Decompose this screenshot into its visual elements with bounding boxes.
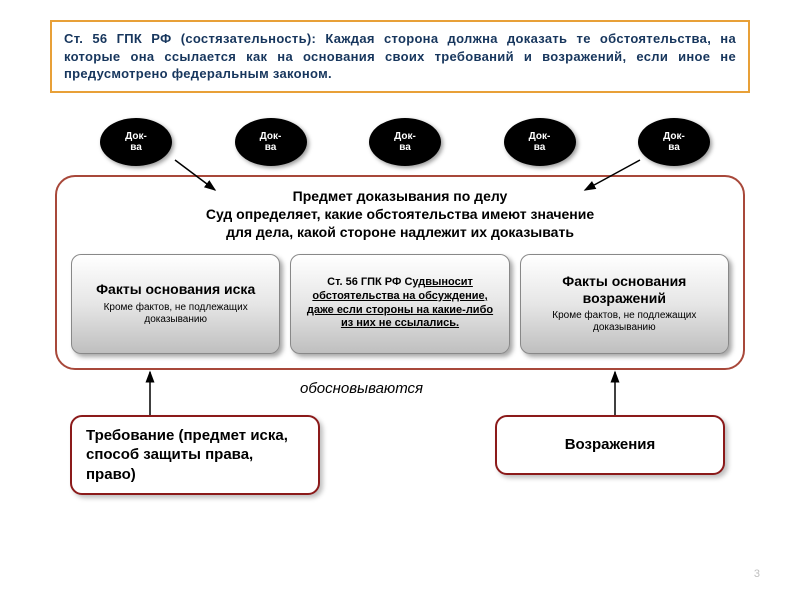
evidence-label: Док-ва xyxy=(529,131,551,153)
claim-box-text: Требование (предмет иска, способ защиты … xyxy=(86,426,304,485)
evidence-label: Док-ва xyxy=(394,131,416,153)
claim-box: Требование (предмет иска, способ защиты … xyxy=(70,415,320,495)
frame-title-line: Суд определяет, какие обстоятельства име… xyxy=(206,206,594,222)
court-duty-text: Ст. 56 ГПК РФ Суд выносит обстоятельства… xyxy=(299,276,500,331)
evidence-ellipse: Док-ва xyxy=(638,118,710,166)
objection-facts-box: Факты основания возражений Кроме фактов,… xyxy=(520,254,729,354)
frame-title: Предмет доказывания по делу Суд определя… xyxy=(71,187,729,242)
evidence-label: Док-ва xyxy=(663,131,685,153)
evidence-label: Док-ва xyxy=(260,131,282,153)
evidence-ellipse: Док-ва xyxy=(504,118,576,166)
frame-title-line: для дела, какой стороне надлежит их дока… xyxy=(226,224,574,240)
objections-box: Возражения xyxy=(495,415,725,475)
evidence-label: Док-ва xyxy=(125,131,147,153)
evidence-ellipse-row: Док-ва Док-ва Док-ва Док-ва Док-ва xyxy=(100,118,710,166)
statute-text: Ст. 56 ГПК РФ (состязательность): Каждая… xyxy=(64,31,736,81)
evidence-ellipse: Док-ва xyxy=(235,118,307,166)
claim-facts-sub: Кроме фактов, не подлежащих доказыванию xyxy=(80,302,271,326)
court-duty-prefix: Ст. 56 ГПК РФ Суд xyxy=(327,276,425,290)
fact-boxes-row: Факты основания иска Кроме фактов, не по… xyxy=(71,254,729,354)
objections-box-text: Возражения xyxy=(565,435,656,455)
page-number: 3 xyxy=(754,568,760,580)
claim-facts-box: Факты основания иска Кроме фактов, не по… xyxy=(71,254,280,354)
evidence-ellipse: Док-ва xyxy=(369,118,441,166)
statute-box: Ст. 56 ГПК РФ (состязательность): Каждая… xyxy=(50,20,750,93)
subject-of-proof-frame: Предмет доказывания по делу Суд определя… xyxy=(55,175,745,370)
court-duty-box: Ст. 56 ГПК РФ Суд выносит обстоятельства… xyxy=(290,254,509,354)
evidence-ellipse: Док-ва xyxy=(100,118,172,166)
justified-label: обосновываются xyxy=(300,380,423,397)
objection-facts-sub: Кроме фактов, не подлежащих доказыванию xyxy=(529,310,720,334)
frame-title-line: Предмет доказывания по делу xyxy=(293,188,508,204)
claim-facts-title: Факты основания иска xyxy=(80,281,271,298)
objection-facts-title: Факты основания возражений xyxy=(529,273,720,307)
